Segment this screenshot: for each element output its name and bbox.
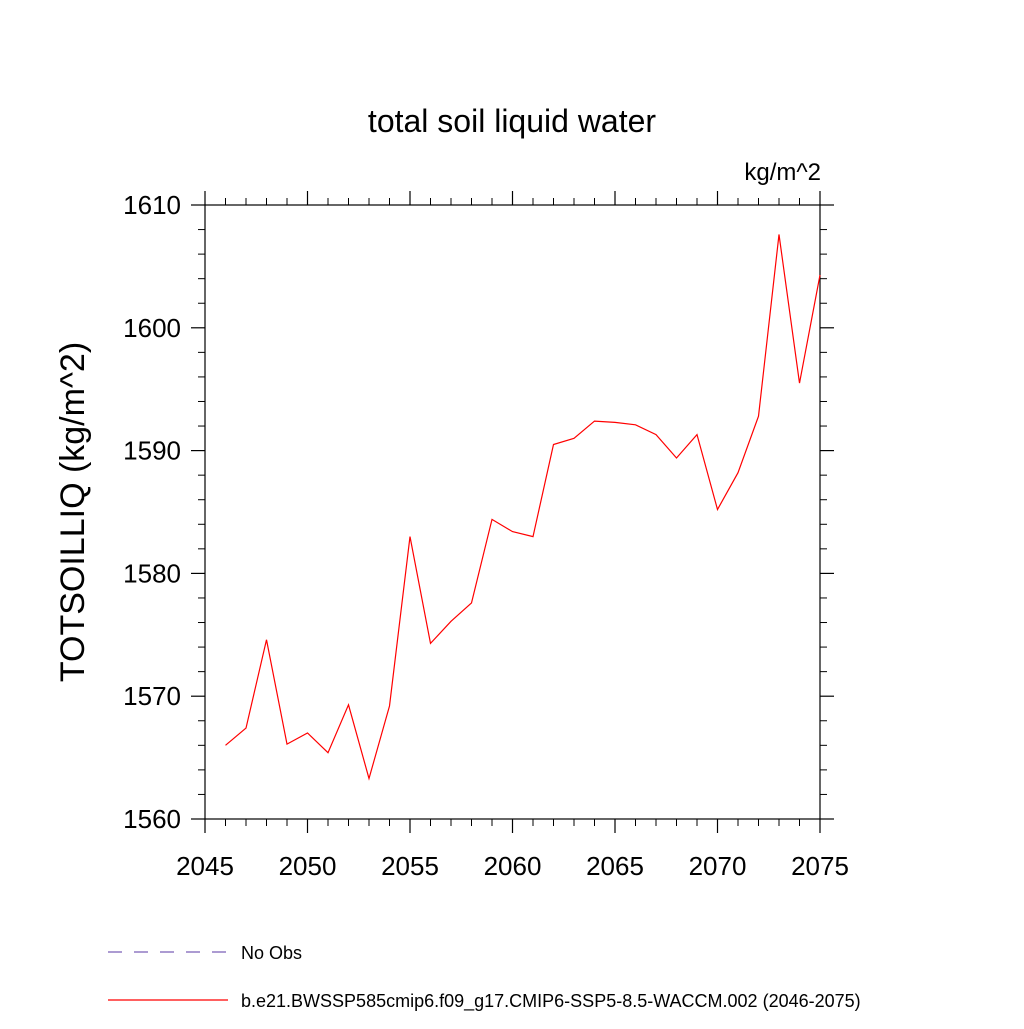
y-tick-label: 1600 — [123, 313, 181, 343]
y-tick-label: 1590 — [123, 436, 181, 466]
x-tick-label: 2055 — [381, 851, 439, 881]
units-label: kg/m^2 — [744, 159, 821, 186]
y-axis-label: TOTSOILLIQ (kg/m^2) — [54, 342, 92, 682]
x-tick-label: 2065 — [586, 851, 644, 881]
plot-frame — [204, 204, 821, 820]
legend-label: No Obs — [241, 943, 302, 963]
y-tick-label: 1560 — [123, 804, 181, 834]
x-tick-label: 2045 — [176, 851, 234, 881]
x-tick-label: 2050 — [279, 851, 337, 881]
legend: No Obs b.e21.BWSSP585cmip6.f09_g17.CMIP6-… — [108, 943, 861, 1012]
y-tick-label: 1580 — [123, 558, 181, 588]
chart-title: total soil liquid water — [368, 103, 656, 139]
x-tick-label: 2070 — [689, 851, 747, 881]
axes: 2045 2050 2055 2060 2065 2070 2075 1560 1570 1580… — [123, 190, 849, 881]
y-tick-label: 1610 — [123, 190, 181, 220]
x-tick-label: 2060 — [484, 851, 542, 881]
x-tick-label: 2075 — [791, 851, 849, 881]
series-line — [225, 234, 821, 781]
series-layer — [225, 234, 821, 781]
legend-label: b.e21.BWSSP585cmip6.f09_g17.CMIP6-SSP5-8… — [241, 991, 861, 1012]
y-tick-label: 1570 — [123, 681, 181, 711]
